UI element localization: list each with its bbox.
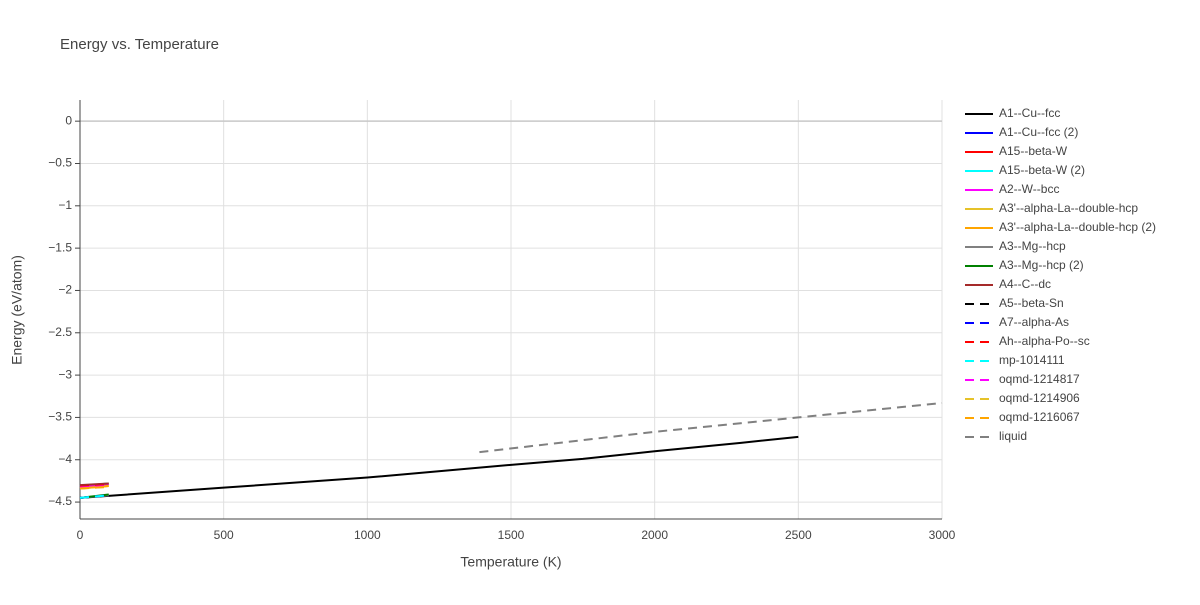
legend-label: A1--Cu--fcc — [999, 106, 1060, 120]
y-tick-label: 0 — [65, 113, 72, 127]
legend-label: A7--alpha-As — [999, 315, 1069, 329]
legend-label: A1--Cu--fcc (2) — [999, 125, 1078, 139]
series-line — [79, 435, 799, 499]
x-axis-label: Temperature (K) — [460, 554, 561, 570]
y-tick-label: −1.5 — [48, 240, 72, 254]
legend-label: A15--beta-W (2) — [999, 163, 1085, 177]
legend-label: A15--beta-W — [999, 144, 1068, 158]
legend-label: oqmd-1214817 — [999, 372, 1080, 386]
legend-label: oqmd-1214906 — [999, 391, 1080, 405]
y-tick-label: −4.5 — [48, 494, 72, 508]
legend-label: A3'--alpha-La--double-hcp (2) — [999, 220, 1156, 234]
legend-label: liquid — [999, 429, 1027, 443]
x-tick-label: 1500 — [498, 528, 525, 542]
legend-label: A2--W--bcc — [999, 182, 1059, 196]
y-tick-label: −1 — [58, 198, 72, 212]
series-line — [79, 494, 109, 499]
legend-label: oqmd-1216067 — [999, 410, 1080, 424]
series-line — [79, 485, 109, 490]
y-tick-label: −3.5 — [48, 410, 72, 424]
legend-label: A3--Mg--hcp — [999, 239, 1066, 253]
y-tick-label: −2 — [58, 283, 72, 297]
y-axis-label: Energy (eV/atom) — [9, 255, 25, 365]
x-tick-label: 0 — [77, 528, 84, 542]
y-tick-label: −2.5 — [48, 325, 72, 339]
legend-label: A3--Mg--hcp (2) — [999, 258, 1084, 272]
legend-label: A5--beta-Sn — [999, 296, 1064, 310]
x-tick-label: 1000 — [354, 528, 381, 542]
legend-label: A4--C--dc — [999, 277, 1051, 291]
chart-title: Energy vs. Temperature — [60, 36, 219, 53]
y-tick-label: −0.5 — [48, 156, 72, 170]
y-tick-label: −4 — [58, 452, 72, 466]
series-line — [479, 402, 943, 454]
legend-label: Ah--alpha-Po--sc — [999, 334, 1090, 348]
x-tick-label: 2000 — [641, 528, 668, 542]
legend-label: A3'--alpha-La--double-hcp — [999, 201, 1138, 215]
x-tick-label: 500 — [214, 528, 234, 542]
legend-label: mp-1014111 — [999, 353, 1065, 367]
x-tick-label: 2500 — [785, 528, 812, 542]
series-line — [79, 482, 109, 487]
x-tick-label: 3000 — [929, 528, 956, 542]
y-tick-label: −3 — [58, 367, 72, 381]
